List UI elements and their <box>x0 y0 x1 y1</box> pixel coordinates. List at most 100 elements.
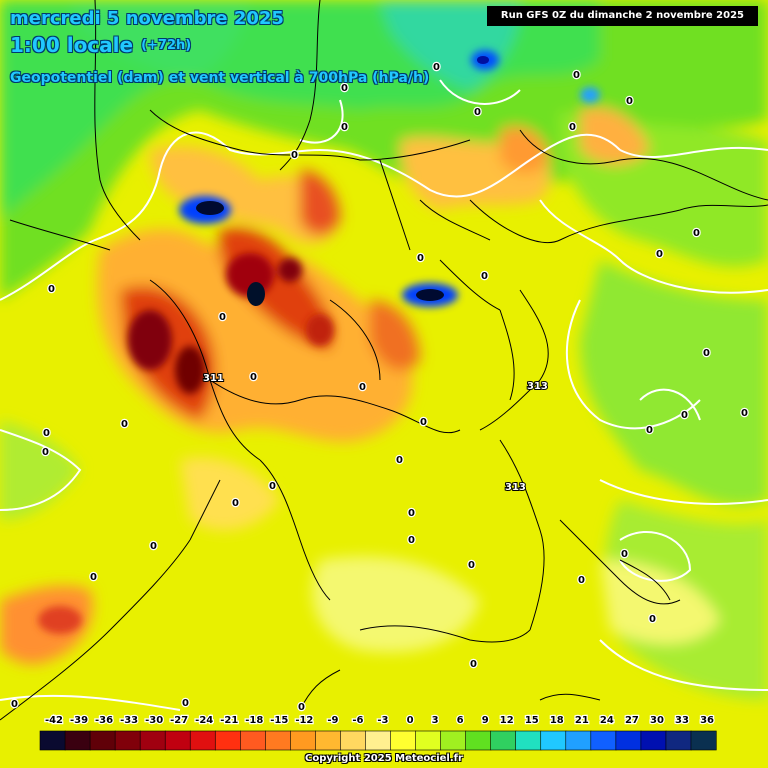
scale-swatch <box>265 730 291 751</box>
color-scale-bar <box>39 730 717 751</box>
run-info-badge: Run GFS 0Z du dimanche 2 novembre 2025 <box>486 6 758 26</box>
scale-label: -36 <box>95 715 113 726</box>
contour-label: 0 <box>646 425 653 436</box>
scale-swatch <box>515 730 542 751</box>
contour-label: 0 <box>359 382 366 393</box>
scale-label: 3 <box>432 715 439 726</box>
scale-swatch <box>189 730 216 751</box>
contour-label: 0 <box>433 62 440 73</box>
scale-label: 30 <box>650 715 664 726</box>
scale-label: 33 <box>675 715 689 726</box>
scale-label: -6 <box>352 715 363 726</box>
scale-swatch <box>615 730 642 751</box>
parameter-title: Geopotentiel (dam) et vent vertical à 70… <box>10 70 430 86</box>
scale-label: -30 <box>145 715 163 726</box>
scale-label: -18 <box>245 715 263 726</box>
scale-label: -9 <box>327 715 338 726</box>
scale-label: -24 <box>195 715 213 726</box>
scale-swatch <box>365 730 392 751</box>
contour-label: 0 <box>150 541 157 552</box>
contour-label: 0 <box>649 614 656 625</box>
contour-label: 0 <box>182 698 189 709</box>
contour-label: 0 <box>291 150 298 161</box>
scale-label: 15 <box>525 715 539 726</box>
scale-label: 6 <box>457 715 464 726</box>
scale-swatch <box>540 730 567 751</box>
scale-label: -33 <box>120 715 138 726</box>
geopotential-label: 311 <box>203 373 224 384</box>
contour-label: 0 <box>474 107 481 118</box>
scale-label: 24 <box>600 715 614 726</box>
contour-label: 0 <box>408 535 415 546</box>
contour-label: 0 <box>573 70 580 81</box>
contour-label: 0 <box>656 249 663 260</box>
contour-label: 0 <box>741 408 748 419</box>
scale-label: 21 <box>575 715 589 726</box>
contour-label: 0 <box>232 498 239 509</box>
scale-swatch <box>640 730 667 751</box>
borders-coastlines <box>0 0 768 721</box>
contour-label: 0 <box>298 702 305 713</box>
scale-swatch <box>290 730 317 751</box>
contour-label: 0 <box>341 83 348 94</box>
contour-label: 0 <box>481 271 488 282</box>
scale-swatch <box>64 730 91 751</box>
scale-swatch <box>490 730 517 751</box>
scale-swatch <box>315 730 342 751</box>
scale-swatch <box>690 730 717 751</box>
scale-swatch <box>240 730 266 751</box>
contour-label: 0 <box>626 96 633 107</box>
scale-swatch <box>565 730 592 751</box>
scale-label: 36 <box>700 715 714 726</box>
scale-label: -39 <box>70 715 88 726</box>
contour-label: 0 <box>341 122 348 133</box>
contour-label: 0 <box>219 312 226 323</box>
scale-swatch <box>665 730 692 751</box>
contour-label: 0 <box>408 508 415 519</box>
scale-swatch <box>164 730 191 751</box>
forecast-date-title: mercredi 5 novembre 2025 <box>10 8 284 29</box>
scale-label: 9 <box>482 715 489 726</box>
contour-label: 0 <box>48 284 55 295</box>
contour-label: 0 <box>468 560 475 571</box>
contour-label: 0 <box>470 659 477 670</box>
contour-label: 0 <box>42 447 49 458</box>
scale-swatch <box>440 730 467 751</box>
contour-label: 0 <box>250 372 257 383</box>
scale-swatch <box>114 730 141 751</box>
scale-label: 27 <box>625 715 639 726</box>
contour-label: 0 <box>703 348 710 359</box>
contour-label: 0 <box>681 410 688 421</box>
lead-time: (+72h) <box>141 38 192 53</box>
scale-swatch <box>415 730 442 751</box>
scale-swatch <box>590 730 617 751</box>
scale-labels: -42 -39 -36 -33 -30 -27 -24 -21 -18 -15 -12 -9 -6 -3 0… <box>44 714 716 728</box>
contour-label: 0 <box>43 428 50 439</box>
contour-label: 0 <box>569 122 576 133</box>
geopotential-labels: 311 313 313 <box>202 372 549 494</box>
geopotential-label: 313 <box>505 482 526 493</box>
zero-contours <box>0 79 768 711</box>
copyright-text: Copyright 2025 Meteociel.fr <box>305 753 463 764</box>
scale-label: -21 <box>220 715 238 726</box>
scale-swatch <box>465 730 492 751</box>
scale-swatch <box>214 730 241 751</box>
scale-label: 0 <box>407 715 414 726</box>
contour-label: 0 <box>420 417 427 428</box>
contour-label: 0 <box>693 228 700 239</box>
scale-swatch <box>89 730 116 751</box>
scale-swatch <box>340 730 367 751</box>
contour-label: 0 <box>11 699 18 710</box>
contour-label: 0 <box>621 549 628 560</box>
scale-label: 12 <box>500 715 514 726</box>
scale-swatch <box>39 730 66 751</box>
contour-label: 0 <box>90 572 97 583</box>
geopotential-label: 313 <box>527 381 548 392</box>
scale-label: -42 <box>45 715 63 726</box>
scale-swatch <box>139 730 166 751</box>
forecast-time: 1:00 locale <box>10 33 134 57</box>
forecast-time-title: 1:00 locale (+72h) <box>10 33 191 57</box>
contour-label: 0 <box>578 575 585 586</box>
